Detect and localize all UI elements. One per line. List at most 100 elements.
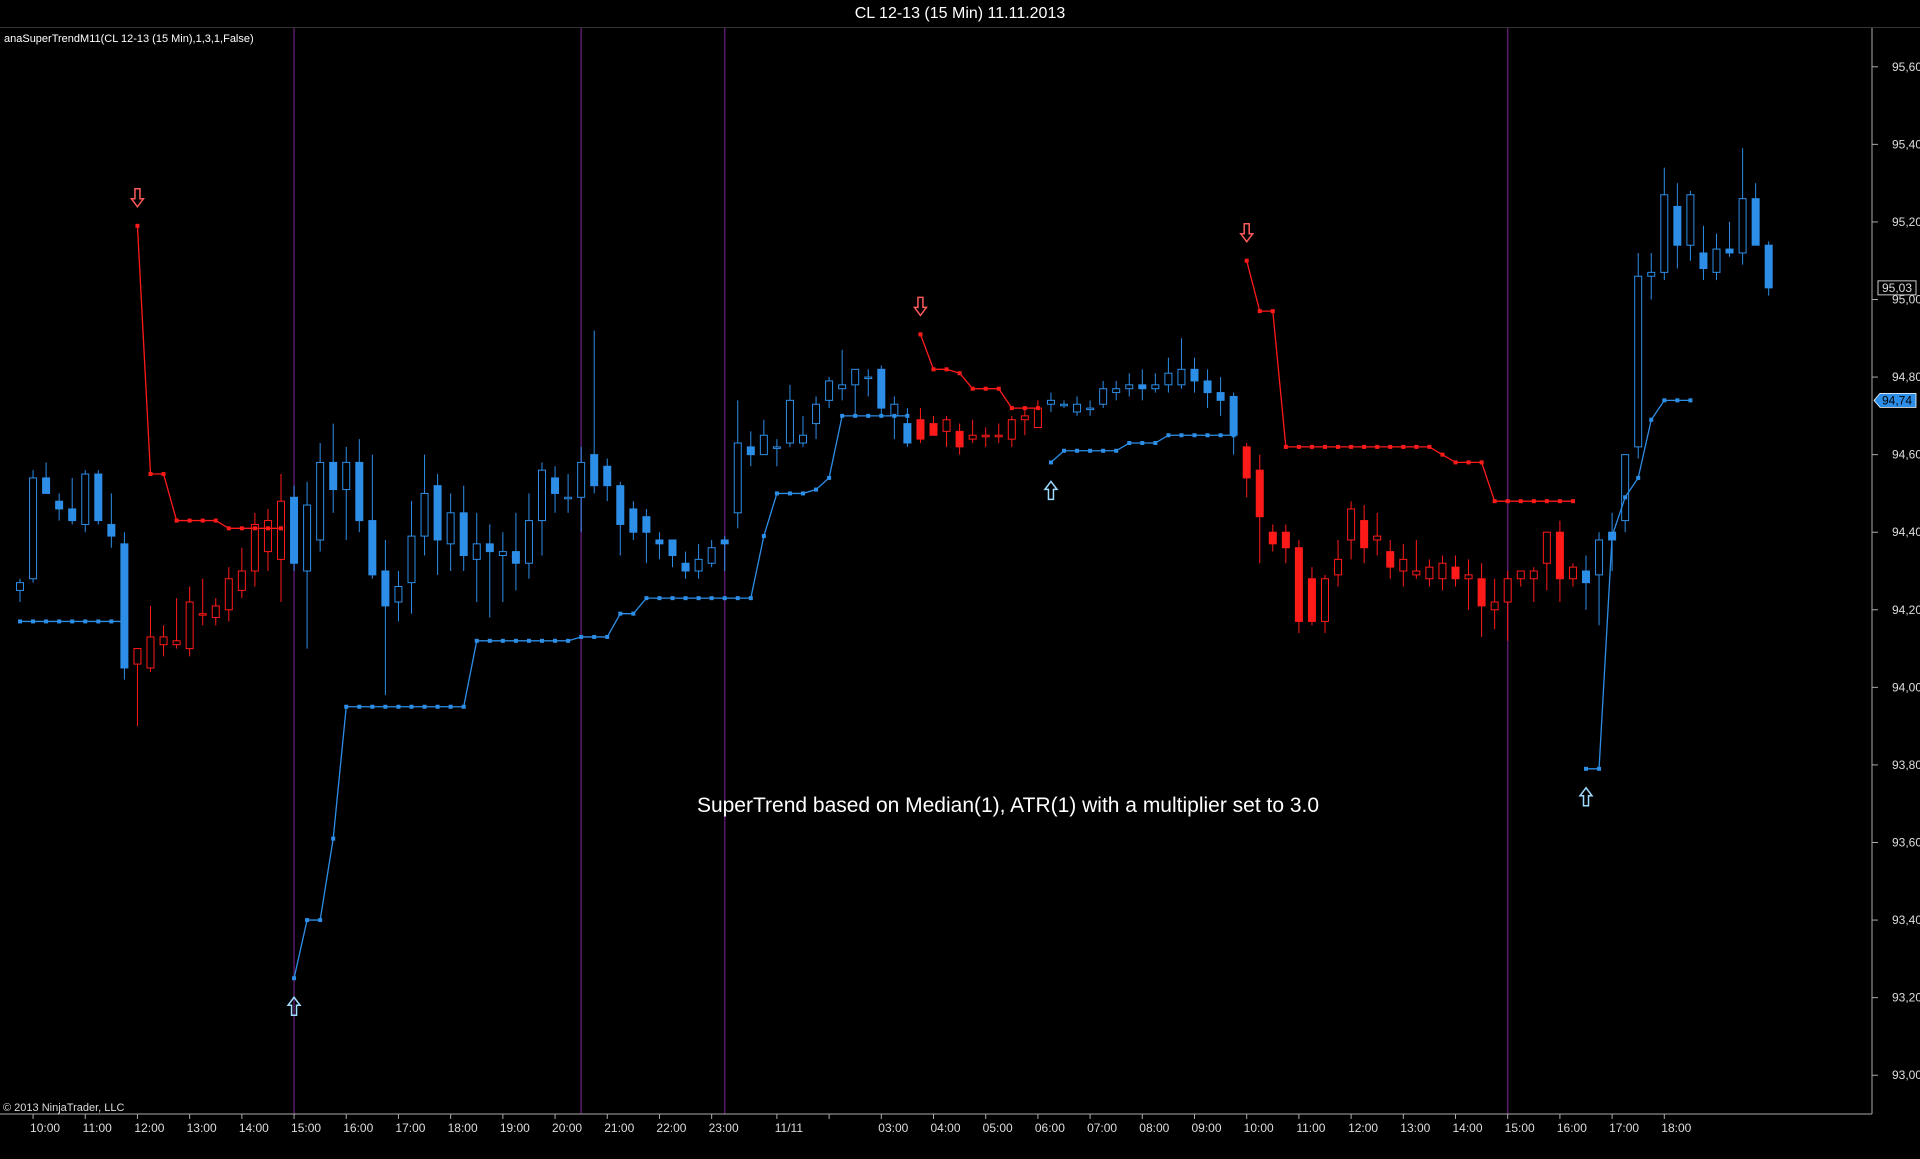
supertrend-up-dot	[1048, 460, 1053, 465]
candle-body	[368, 520, 377, 576]
candle-body	[394, 586, 403, 603]
y-tick-label: 95,20	[1892, 215, 1920, 229]
down-arrow-icon	[912, 296, 928, 317]
candle-body	[485, 543, 494, 553]
candle-body	[720, 539, 729, 545]
y-tick-label: 95,00	[1892, 293, 1920, 307]
candle-body	[1477, 578, 1486, 607]
supertrend-up-dot	[513, 638, 518, 643]
x-tick-label: 05:00	[983, 1121, 1013, 1135]
supertrend-down-dot	[1479, 460, 1484, 465]
candle-body	[1555, 531, 1564, 580]
candle-body	[1738, 198, 1747, 254]
supertrend-up-dot	[474, 638, 479, 643]
candle-body	[42, 477, 51, 494]
x-tick-label: 12:00	[134, 1121, 164, 1135]
candle-body	[446, 512, 455, 545]
supertrend-up-dot	[540, 638, 544, 643]
down-arrow-shape	[129, 188, 145, 209]
candle-body	[981, 434, 990, 438]
supertrend-up-dot	[1088, 448, 1093, 453]
candlestick-chart[interactable]: 93,00 93,20 93,40 93,60 93,80 94,00 94,20 94,40…	[0, 28, 1920, 1159]
x-tick-label: 19:00	[500, 1121, 530, 1135]
supertrend-up-dot	[83, 619, 88, 624]
supertrend-up-dot	[683, 596, 688, 601]
candle-body	[1725, 248, 1734, 254]
x-tick-label: 10:00	[30, 1121, 60, 1135]
supertrend-down-dot	[1518, 499, 1523, 504]
supertrend-up-dot	[1623, 495, 1628, 500]
x-tick-label: 20:00	[552, 1121, 582, 1135]
supertrend-up-dot	[370, 704, 375, 709]
supertrend-up-dot	[787, 491, 792, 496]
supertrend-up-dot	[1636, 475, 1641, 480]
candle-body	[968, 434, 977, 440]
candle-body	[1373, 535, 1382, 541]
supertrend-down-dot	[1283, 444, 1288, 449]
x-tick-label: 16:00	[343, 1121, 373, 1135]
x-tick-label: 23:00	[709, 1121, 739, 1135]
price-label-text: 94,74	[1882, 393, 1912, 407]
x-tick-label: 06:00	[1035, 1121, 1065, 1135]
candle-body	[812, 403, 821, 425]
candle-body	[799, 434, 807, 444]
x-tick-label: 14:00	[239, 1121, 269, 1135]
supertrend-up-dot	[318, 918, 323, 923]
x-tick-label: 11/11	[775, 1121, 804, 1135]
supertrend-down-dot	[252, 526, 257, 531]
candle-body	[407, 535, 416, 584]
supertrend-up-dot	[1584, 766, 1588, 771]
candle-body	[107, 523, 116, 537]
supertrend-up-dot	[435, 704, 440, 709]
supertrend-up-dot	[1114, 448, 1119, 453]
supertrend-down-dot	[1570, 499, 1575, 504]
candle-body	[942, 419, 951, 432]
candle-body	[1621, 454, 1630, 522]
candle-body	[759, 434, 768, 456]
supertrend-up-dot	[892, 413, 897, 418]
supertrend-up-dot	[18, 619, 22, 624]
candle-body	[1438, 562, 1447, 580]
supertrend-up-dot	[1140, 441, 1145, 446]
x-tick-label: 17:00	[1609, 1121, 1639, 1135]
candle-body	[577, 461, 586, 498]
candle-body	[1112, 388, 1121, 394]
candle-body	[707, 547, 716, 564]
supertrend-up-dot	[735, 596, 740, 601]
candle-body	[459, 512, 468, 556]
candle-body	[1321, 578, 1329, 622]
candle-body	[172, 640, 181, 646]
supertrend-up-dot	[1597, 766, 1602, 771]
supertrend-down-dot	[1492, 499, 1497, 504]
y-tick-label: 94,80	[1892, 370, 1920, 384]
supertrend-down-dot	[1440, 452, 1445, 457]
supertrend-up-dot	[422, 704, 427, 709]
candle-body	[16, 582, 24, 591]
chart-background	[0, 28, 1920, 1159]
chart-window-title: CL 12-13 (15 Min) 11.11.2013	[0, 0, 1920, 28]
supertrend-down-dot	[957, 371, 962, 376]
supertrend-up-dot	[879, 413, 884, 418]
supertrend-up-dot	[31, 619, 36, 624]
supertrend-down-dot	[1257, 309, 1262, 314]
supertrend-up-dot	[670, 596, 675, 601]
supertrend-up-dot	[605, 634, 610, 639]
candle-body	[538, 469, 546, 522]
supertrend-up-dot	[866, 413, 871, 418]
supertrend-up-dot	[1218, 433, 1223, 438]
candle-body	[903, 423, 912, 444]
y-tick-label: 94,40	[1892, 525, 1920, 539]
supertrend-down-dot	[944, 367, 949, 372]
candle-body	[1464, 574, 1473, 580]
supertrend-down-dot	[1244, 258, 1249, 263]
supertrend-up-dot	[1662, 398, 1667, 403]
supertrend-down-dot	[970, 386, 975, 391]
supertrend-up-dot	[566, 638, 571, 643]
candle-body	[1060, 403, 1068, 407]
candle-body	[290, 496, 299, 564]
supertrend-down-dot	[1414, 444, 1419, 449]
supertrend-up-dot	[1101, 448, 1106, 453]
candle-body	[1334, 558, 1343, 576]
supertrend-down-line	[1246, 260, 1573, 502]
supertrend-down-dot	[226, 526, 231, 531]
